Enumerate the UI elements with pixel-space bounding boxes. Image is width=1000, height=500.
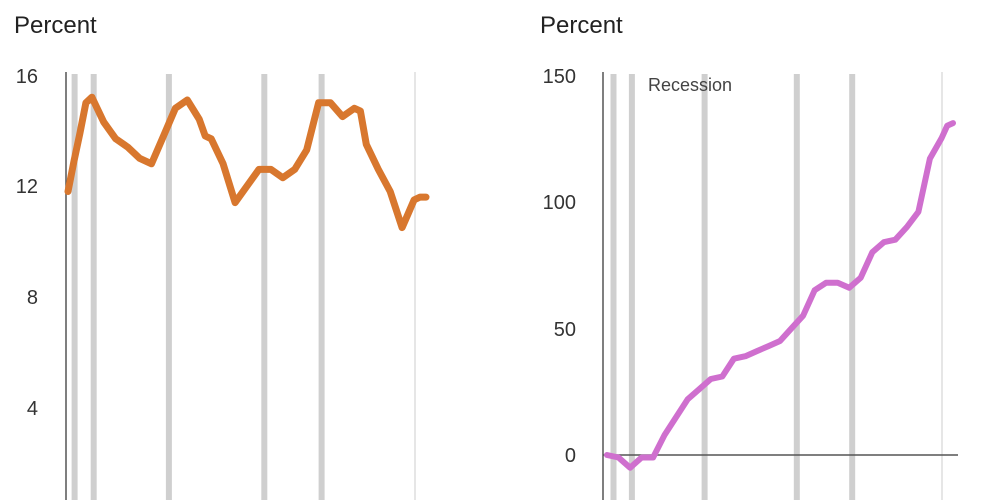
left-y-tick-4: 4	[27, 398, 38, 420]
right-recession-band-1	[628, 74, 635, 500]
left-y-axis-label: Percent	[14, 12, 97, 39]
left-chart: Percent 4 8 12 16	[14, 12, 430, 500]
left-recession-band-0	[71, 74, 78, 500]
left-recession-band-2	[165, 74, 172, 500]
right-y-tick-150: 150	[543, 66, 576, 88]
left-series-line	[64, 93, 430, 232]
right-recession-band-3	[793, 74, 800, 500]
left-y-tick-8: 8	[27, 287, 38, 309]
right-y-tick-0: 0	[565, 445, 576, 467]
right-y-axis-label: Percent	[540, 12, 623, 39]
left-recession-band-4	[318, 74, 325, 500]
left-recession-bands	[71, 74, 325, 500]
right-chart: Percent 0 50 100 150 Recession	[540, 12, 958, 500]
right-recession-band-0	[610, 74, 617, 500]
right-recession-band-2	[701, 74, 708, 500]
left-y-tick-labels: 4 8 12 16	[16, 66, 38, 420]
right-series-line	[604, 120, 956, 471]
recession-annotation: Recession	[648, 75, 732, 95]
left-y-tick-16: 16	[16, 66, 38, 88]
right-y-tick-100: 100	[543, 192, 576, 214]
left-y-tick-12: 12	[16, 176, 38, 198]
left-recession-band-1	[90, 74, 97, 500]
right-y-tick-labels: 0 50 100 150	[543, 66, 576, 467]
left-recession-band-3	[261, 74, 268, 500]
right-y-tick-50: 50	[554, 319, 576, 341]
